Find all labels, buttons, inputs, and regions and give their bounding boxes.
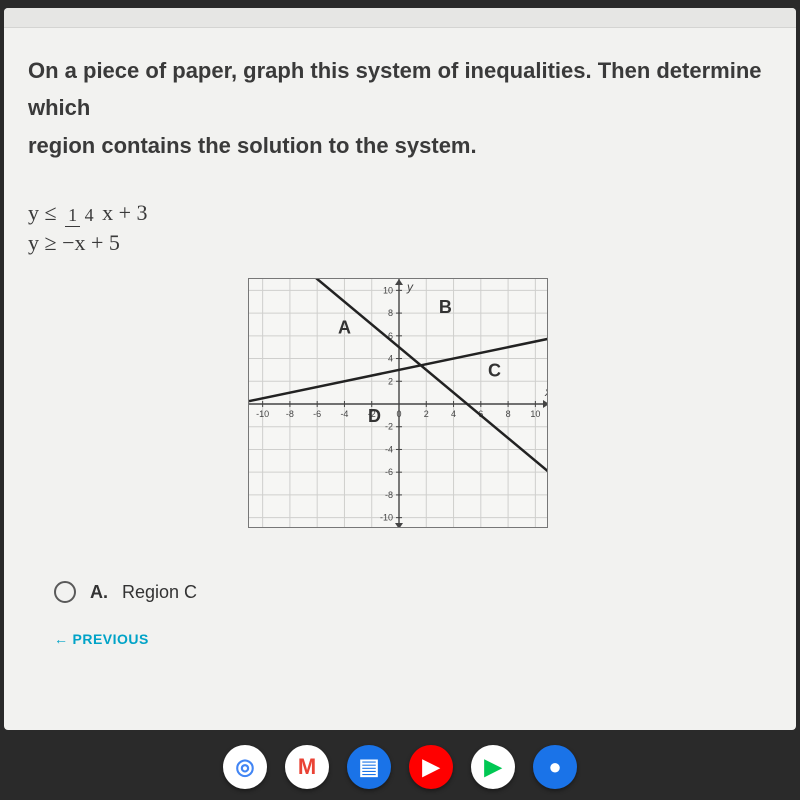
ineq1-numerator: 1 bbox=[65, 205, 80, 227]
svg-text:B: B bbox=[439, 297, 452, 317]
ineq1-denominator: 4 bbox=[85, 204, 94, 225]
svg-text:-6: -6 bbox=[385, 467, 393, 477]
svg-text:-2: -2 bbox=[385, 422, 393, 432]
chromeos-shelf: ◎ M ▤ ▶ ▶ ● bbox=[0, 740, 800, 794]
inequality-1: y ≤ 1 4 x + 3 bbox=[28, 200, 768, 226]
svg-text:8: 8 bbox=[388, 308, 393, 318]
choice-letter: A. bbox=[90, 582, 108, 603]
graph-container: yx-10-8-6-4-20246810-10-8-6-4-2246810ABC… bbox=[28, 278, 768, 533]
svg-text:-10: -10 bbox=[256, 409, 269, 419]
answer-choices: A. Region C bbox=[28, 581, 768, 603]
svg-text:0: 0 bbox=[396, 409, 401, 419]
previous-label: PREVIOUS bbox=[73, 631, 149, 647]
question-line-2: region contains the solution to the syst… bbox=[28, 133, 477, 158]
svg-text:4: 4 bbox=[388, 354, 393, 364]
svg-text:8: 8 bbox=[506, 409, 511, 419]
svg-text:-8: -8 bbox=[286, 409, 294, 419]
svg-text:-4: -4 bbox=[340, 409, 348, 419]
docs-icon[interactable]: ▤ bbox=[347, 745, 391, 789]
question-line-1: On a piece of paper, graph this system o… bbox=[28, 58, 762, 120]
inequality-graph: yx-10-8-6-4-20246810-10-8-6-4-2246810ABC… bbox=[248, 278, 548, 528]
answer-choice-a[interactable]: A. Region C bbox=[54, 581, 768, 603]
svg-text:-6: -6 bbox=[313, 409, 321, 419]
svg-text:10: 10 bbox=[530, 409, 540, 419]
play-icon[interactable]: ▶ bbox=[471, 745, 515, 789]
svg-text:4: 4 bbox=[451, 409, 456, 419]
ineq1-right: x + 3 bbox=[102, 200, 147, 225]
svg-text:-4: -4 bbox=[385, 445, 393, 455]
chrome-icon[interactable]: ◎ bbox=[223, 745, 267, 789]
files-icon[interactable]: ● bbox=[533, 745, 577, 789]
browser-tab-bar bbox=[4, 8, 796, 28]
ineq1-fraction: 1 4 bbox=[65, 206, 94, 224]
youtube-icon[interactable]: ▶ bbox=[409, 745, 453, 789]
arrow-left-icon: ← bbox=[54, 631, 69, 647]
svg-text:x: x bbox=[544, 385, 548, 399]
ineq1-left: y ≤ bbox=[28, 200, 62, 225]
svg-text:-10: -10 bbox=[380, 513, 393, 523]
svg-text:y: y bbox=[406, 280, 414, 294]
question-text: On a piece of paper, graph this system o… bbox=[28, 52, 768, 164]
svg-text:10: 10 bbox=[383, 286, 393, 296]
svg-text:2: 2 bbox=[388, 376, 393, 386]
inequality-2: y ≥ −x + 5 bbox=[28, 230, 768, 256]
svg-text:A: A bbox=[338, 318, 351, 338]
svg-text:2: 2 bbox=[424, 409, 429, 419]
screen-frame: On a piece of paper, graph this system o… bbox=[4, 8, 796, 730]
page-content: On a piece of paper, graph this system o… bbox=[4, 28, 796, 647]
svg-text:C: C bbox=[488, 361, 501, 381]
svg-text:-8: -8 bbox=[385, 490, 393, 500]
radio-icon[interactable] bbox=[54, 581, 76, 603]
choice-text: Region C bbox=[122, 582, 197, 603]
svg-text:D: D bbox=[368, 406, 381, 426]
previous-link[interactable]: ← PREVIOUS bbox=[28, 631, 768, 647]
gmail-icon[interactable]: M bbox=[285, 745, 329, 789]
